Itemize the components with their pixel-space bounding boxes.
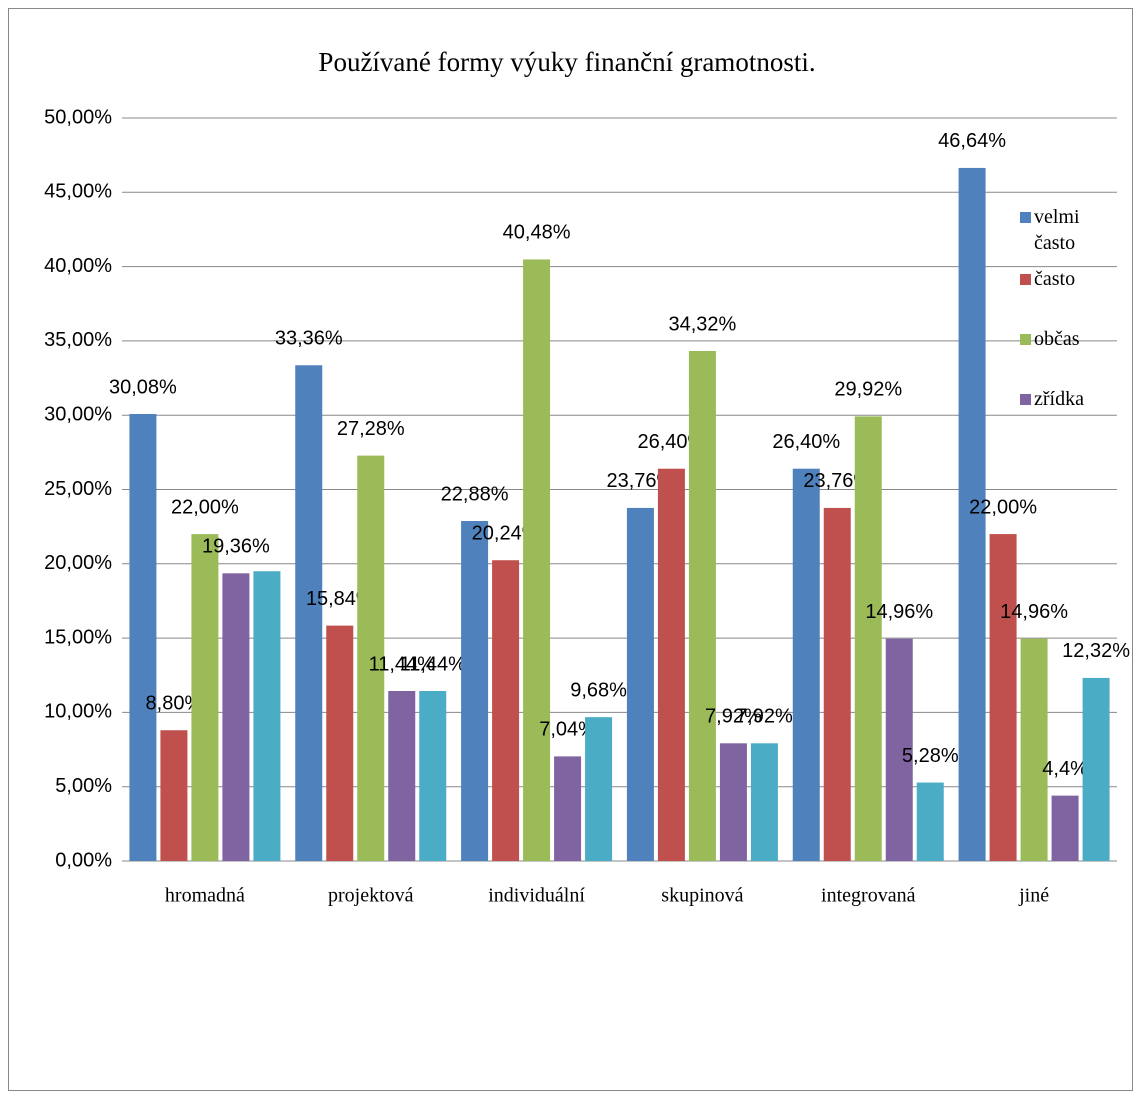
legend-label: zřídka (1034, 388, 1084, 410)
data-label: 33,36% (275, 328, 343, 350)
bar (1020, 638, 1048, 861)
bar (688, 351, 716, 861)
data-label: 26,40% (772, 431, 840, 453)
bar (523, 259, 551, 862)
bar (750, 743, 778, 861)
bar (823, 507, 851, 861)
x-tick-label: integrovaná (821, 885, 916, 907)
bar (989, 534, 1017, 861)
legend-item: občas (1016, 326, 1096, 352)
bar (885, 638, 913, 861)
bar (554, 756, 582, 861)
data-label: 15,84% (306, 588, 374, 610)
y-tick-label: 5,00% (55, 775, 112, 797)
bar (191, 534, 219, 861)
chart-title: Používané formy výuky finanční gramotnos… (318, 47, 815, 77)
data-label: 29,92% (834, 379, 902, 401)
bar (129, 414, 157, 861)
bar (792, 468, 820, 861)
bar (388, 691, 416, 861)
data-label: 7,92% (705, 706, 762, 728)
data-label: 34,32% (668, 313, 736, 335)
y-tick-label: 50,00% (44, 106, 112, 128)
x-tick-label: individuální (488, 885, 585, 907)
x-tick-label: jiné (1018, 885, 1049, 907)
bar (419, 691, 447, 861)
bar (1051, 795, 1079, 861)
data-label: 14,96% (1000, 601, 1068, 623)
data-label: 7,92% (736, 706, 793, 728)
data-label: 27,28% (337, 418, 405, 440)
data-label: 4,4% (1042, 758, 1088, 780)
bar (253, 571, 281, 861)
bar (657, 468, 685, 861)
bar (326, 625, 354, 861)
y-tick-label: 35,00% (44, 329, 112, 351)
y-tick-label: 30,00% (44, 403, 112, 425)
legend-swatch (1020, 394, 1031, 405)
legend-label: občas (1034, 328, 1080, 350)
bar (461, 521, 489, 861)
x-tick-label: hromadná (165, 885, 245, 907)
y-tick-label: 25,00% (44, 478, 112, 500)
bar (958, 167, 986, 862)
legend-item: velmi často (1016, 204, 1096, 256)
data-label: 40,48% (503, 222, 571, 244)
data-label: 9,68% (570, 679, 627, 701)
bar (357, 455, 385, 861)
data-label: 12,32% (1062, 640, 1130, 662)
bar (854, 416, 882, 861)
y-tick-label: 20,00% (44, 552, 112, 574)
data-label: 20,24% (472, 523, 540, 545)
legend-swatch (1020, 212, 1031, 223)
legend-label: velmi často (1034, 206, 1080, 254)
legend-item: často (1016, 266, 1096, 292)
bar (295, 365, 323, 861)
bar (222, 573, 250, 861)
data-label: 22,88% (441, 483, 509, 505)
legend-item: zřídka (1016, 386, 1096, 412)
bar (1082, 677, 1110, 861)
data-label: 11,44% (400, 653, 467, 675)
y-tick-label: 45,00% (44, 181, 112, 203)
data-label: 23,76% (606, 470, 674, 492)
legend-label: často (1034, 268, 1076, 290)
y-tick-label: 10,00% (44, 701, 112, 723)
legend: velmi často často občas zřídka (1016, 204, 1096, 446)
data-label: 19,36% (202, 536, 270, 558)
x-tick-label: skupinová (661, 885, 743, 907)
data-label: 11,44% (369, 653, 436, 675)
data-label: 30,08% (109, 376, 177, 398)
bar (585, 717, 613, 861)
x-tick-label: projektová (328, 885, 414, 907)
bar (492, 560, 520, 861)
data-label: 14,96% (865, 601, 933, 623)
y-tick-label: 40,00% (44, 255, 112, 277)
data-label: 22,00% (171, 496, 239, 518)
data-label: 26,40% (637, 431, 705, 453)
data-label: 23,76% (803, 470, 871, 492)
data-label: 22,00% (969, 496, 1037, 518)
data-label: 46,64% (938, 130, 1006, 152)
bar (719, 743, 747, 861)
data-label: 7,04% (539, 719, 596, 741)
bar (160, 730, 188, 861)
data-label: 8,80% (146, 693, 203, 715)
y-tick-label: 0,00% (55, 849, 112, 871)
legend-swatch (1020, 274, 1031, 285)
bar (626, 507, 654, 861)
legend-swatch (1020, 334, 1031, 345)
bar (916, 782, 944, 861)
y-tick-label: 15,00% (44, 626, 112, 648)
data-label: 5,28% (902, 745, 959, 767)
chart-frame (8, 8, 1133, 1091)
